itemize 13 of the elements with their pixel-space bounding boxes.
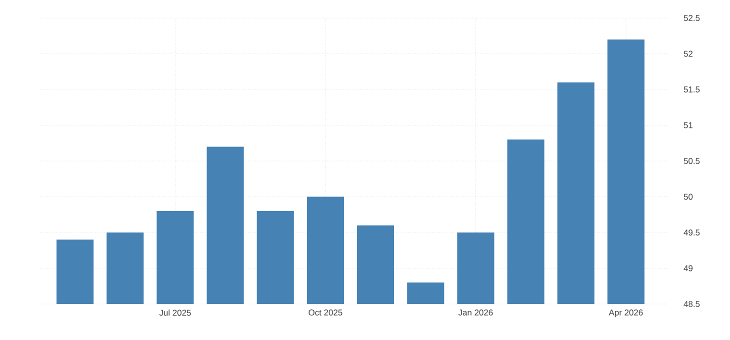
x-tick-label: Jan 2026 [458,310,493,316]
x-tick-label: Apr 2026 [608,310,643,318]
y-tick-label: 48.5 [684,301,700,307]
y-tick-label: 51 [684,122,693,128]
y-tick-label: 51.5 [684,86,700,92]
y-tick-label: 49.5 [684,230,700,236]
x-tick-label: Jul 2025 [159,310,191,316]
y-tick-label: 50 [684,194,693,200]
y-tick-label: 52 [684,50,693,57]
y-tick-label: 49 [684,265,693,272]
x-tick-label: Oct 2025 [308,310,342,316]
y-tick-label: 50.5 [684,158,700,164]
y-tick-label: 52.5 [684,15,700,21]
